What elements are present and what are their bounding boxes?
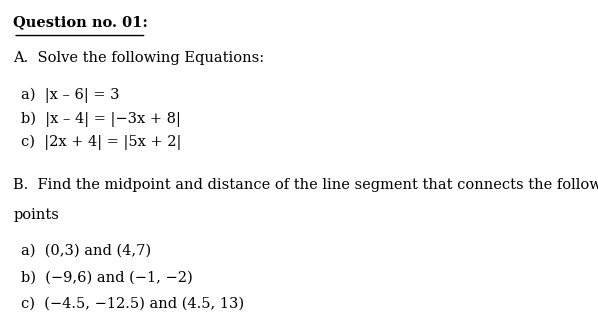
Text: points: points [13, 208, 59, 221]
Text: b)  (−9,6) and (−1, −2): b) (−9,6) and (−1, −2) [21, 271, 193, 285]
Text: A.  Solve the following Equations:: A. Solve the following Equations: [13, 51, 264, 65]
Text: a)  (0,3) and (4,7): a) (0,3) and (4,7) [21, 244, 151, 258]
Text: b)  |x – 4| = |−3x + 8|: b) |x – 4| = |−3x + 8| [21, 111, 181, 126]
Text: a)  |x – 6| = 3: a) |x – 6| = 3 [21, 88, 120, 103]
Text: Question no. 01:: Question no. 01: [13, 15, 148, 29]
Text: c)  (−4.5, −12.5) and (4.5, 13): c) (−4.5, −12.5) and (4.5, 13) [21, 297, 244, 311]
Text: c)  |2x + 4| = |5x + 2|: c) |2x + 4| = |5x + 2| [21, 134, 181, 150]
Text: B.  Find the midpoint and distance of the line segment that connects the followi: B. Find the midpoint and distance of the… [13, 178, 598, 192]
